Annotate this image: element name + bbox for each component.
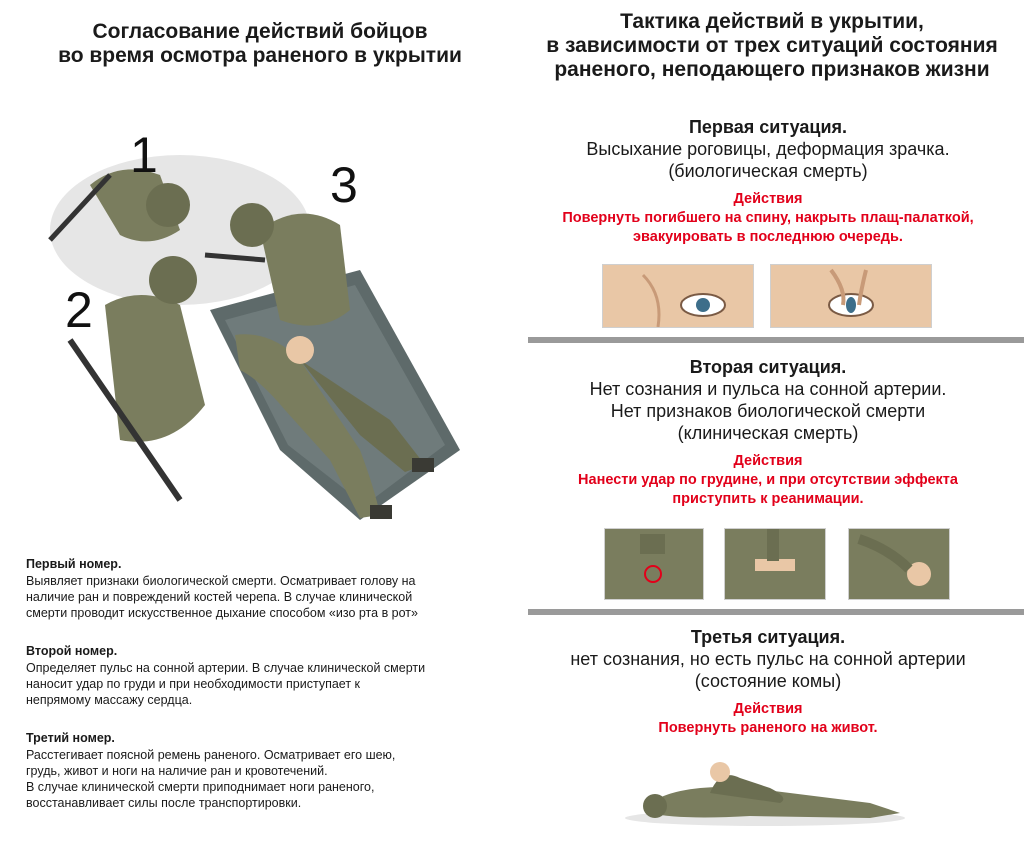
- left-title-line-1: Согласование действий бойцов: [92, 20, 428, 43]
- situation-first: Первая ситуация. Высыхание роговицы, деф…: [512, 116, 1024, 247]
- soldier-1-helmet: [146, 183, 190, 227]
- actions-heading: Действия: [733, 701, 803, 717]
- actions-heading: Действия: [733, 191, 803, 207]
- eye-drawing: [771, 265, 931, 327]
- cpr-photo-3: [848, 528, 950, 600]
- figure-number-3: 3: [330, 157, 358, 213]
- situation-text: (биологическая смерть): [668, 161, 868, 181]
- wounded-head: [286, 336, 314, 364]
- eye-photo-2: [770, 264, 932, 328]
- role-title: Первый номер.: [26, 557, 122, 571]
- role-text: Расстегивает поясной ремень раненого. Ос…: [26, 748, 396, 762]
- recovery-position-illustration: [620, 758, 910, 830]
- figure-number-2: 2: [65, 282, 93, 338]
- right-column: Тактика действий в укрытии, в зависимост…: [512, 0, 1024, 855]
- action-text: приступить к реанимации.: [672, 491, 864, 507]
- boot: [370, 505, 392, 519]
- rifle-1: [48, 173, 112, 242]
- role-text: смерти проводит искусственное дыхание сп…: [26, 606, 418, 620]
- cpr-drawing: [725, 529, 825, 599]
- role-text: восстанавливает силы после транспортиров…: [26, 796, 302, 810]
- action-text: эвакуировать в последнюю очередь.: [633, 229, 903, 245]
- soldiers-illustration: 1 2 3: [30, 120, 500, 540]
- figure-number-1: 1: [130, 127, 158, 183]
- action-text: Нанести удар по грудине, и при отсутстви…: [578, 472, 958, 488]
- left-title: Согласование действий бойцов во время ос…: [0, 20, 520, 68]
- situation-second: Вторая ситуация. Нет сознания и пульса н…: [512, 356, 1024, 509]
- eye-drawing: [603, 265, 753, 327]
- situation-text: Нет сознания и пульса на сонной артерии.: [589, 379, 947, 399]
- soldier-3-body: [260, 213, 350, 326]
- roles-list: Первый номер. Выявляет признаки биологич…: [26, 556, 496, 833]
- role-text: непрямому массажу сердца.: [26, 693, 193, 707]
- right-title: Тактика действий в укрытии, в зависимост…: [522, 10, 1022, 82]
- situation-text: (состояние комы): [694, 671, 842, 691]
- action-text: Повернуть погибшего на спину, накрыть пл…: [562, 210, 974, 226]
- soldier-2-helmet: [149, 256, 197, 304]
- role-third: Третий номер. Расстегивает поясной ремен…: [26, 730, 496, 811]
- role-text: наносит удар по груди и при необходимост…: [26, 677, 361, 691]
- role-title: Второй номер.: [26, 644, 118, 658]
- situation-third: Третья ситуация. нет сознания, но есть п…: [512, 626, 1024, 738]
- rifle-3: [204, 252, 266, 263]
- situation-title: Первая ситуация.: [688, 117, 848, 137]
- left-title-line-2: во время осмотра раненого в укрытии: [58, 44, 462, 67]
- right-title-line-2: в зависимости от трех ситуаций состояния: [546, 34, 998, 57]
- boot: [412, 458, 434, 472]
- role-title: Третий номер.: [26, 731, 115, 745]
- eye-photo-1: [602, 264, 754, 328]
- action-text: Повернуть раненого на живот.: [658, 720, 878, 736]
- soldier-2-body: [105, 295, 205, 442]
- cpr-drawing: [849, 529, 949, 599]
- role-text: наличие ран и повреждений костей черепа.…: [26, 590, 413, 604]
- role-text: Выявляет признаки биологической смерти. …: [26, 574, 416, 588]
- recovery-drawing: [625, 762, 905, 826]
- wounded-body: [235, 334, 380, 518]
- cpr-photo-1: [604, 528, 704, 600]
- situation-title: Вторая ситуация.: [689, 357, 847, 377]
- situation-text: Нет признаков биологической смерти: [610, 401, 926, 421]
- situation-text: Высыхание роговицы, деформация зрачка.: [586, 139, 950, 159]
- situation-title: Третья ситуация.: [690, 627, 846, 647]
- role-first: Первый номер. Выявляет признаки биологич…: [26, 556, 496, 621]
- wounded-leg: [300, 360, 425, 472]
- role-text: Определяет пульс на сонной артерии. В сл…: [26, 661, 426, 675]
- right-title-line-3: раненого, неподающего признаков жизни: [554, 58, 990, 81]
- cpr-photo-2: [724, 528, 826, 600]
- right-title-line-1: Тактика действий в укрытии,: [620, 10, 924, 33]
- section-divider: [528, 609, 1024, 615]
- situation-text: (клиническая смерть): [677, 423, 859, 443]
- cpr-drawing: [605, 529, 703, 599]
- rifle-2: [67, 338, 183, 502]
- actions-heading: Действия: [733, 453, 803, 469]
- soldiers-drawing: [48, 155, 460, 520]
- role-second: Второй номер. Определяет пульс на сонной…: [26, 643, 496, 708]
- situation-text: нет сознания, но есть пульс на сонной ар…: [570, 649, 966, 669]
- role-text: В случае клинической смерти приподнимает…: [26, 780, 375, 794]
- section-divider: [528, 337, 1024, 343]
- role-text: грудь, живот и ноги на наличие ран и кро…: [26, 764, 328, 778]
- left-column: Согласование действий бойцов во время ос…: [26, 20, 500, 833]
- soldier-3-helmet: [230, 203, 274, 247]
